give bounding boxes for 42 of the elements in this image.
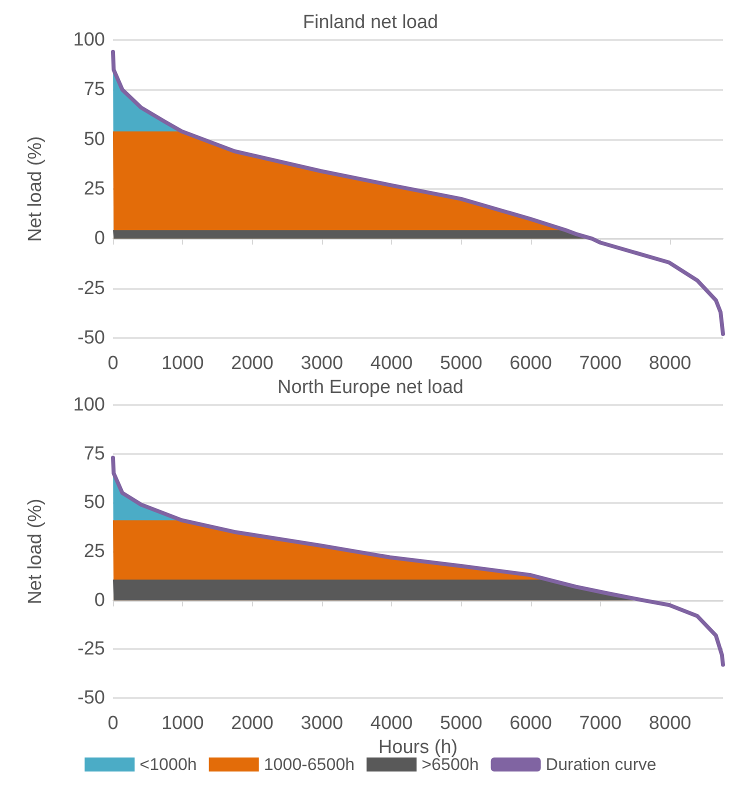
- y-tick-label: 100: [73, 394, 105, 416]
- x-tick-label: 5000: [440, 713, 482, 734]
- y-tick-label: 75: [84, 443, 105, 464]
- x-tick-label: 4000: [370, 713, 413, 734]
- x-tick-label: 7000: [579, 353, 622, 374]
- x-tick-label: 5000: [440, 353, 482, 374]
- y-tick-label: 0: [94, 228, 105, 250]
- x-tick-label: 3000: [300, 713, 344, 734]
- x-tick-label: 7000: [579, 713, 622, 734]
- line-series: [111, 456, 725, 667]
- line-series: [111, 50, 725, 336]
- legend-label: <1000h: [140, 755, 197, 774]
- legend-label: 1000-6500h: [264, 755, 355, 774]
- y-tick-label: -25: [78, 638, 105, 660]
- y-tick-label: -25: [78, 278, 105, 299]
- x-tick-label: 0: [108, 713, 118, 734]
- x-tick-label: 8000: [648, 353, 692, 374]
- y-tick-label: 0: [94, 590, 105, 611]
- y-tick-label: 25: [84, 178, 105, 200]
- y-tick-label: -50: [78, 688, 105, 708]
- y-axis-title: Net load (%): [25, 136, 46, 242]
- legend-label: Duration curve: [546, 755, 656, 774]
- x-tick-label: 6000: [510, 713, 552, 734]
- y-tick-label: 75: [84, 79, 105, 100]
- x-tick-label: 1000: [161, 713, 204, 734]
- x-tick-label: 8000: [648, 713, 692, 734]
- x-tick-label: 6000: [510, 353, 552, 374]
- x-axis-title: Hours (h): [378, 736, 458, 758]
- x-tick-label: 1000: [161, 353, 204, 374]
- chart-title: Finland net load: [302, 12, 438, 33]
- x-tick-label: 2000: [231, 353, 274, 374]
- x-tick-label: 0: [108, 353, 118, 374]
- x-tick-label: 3000: [300, 353, 344, 374]
- y-tick-label: 50: [84, 128, 105, 150]
- x-tick-label: 2000: [231, 713, 274, 734]
- y-tick-label: -50: [78, 328, 105, 348]
- y-tick-label: 50: [84, 492, 105, 514]
- y-tick-label: 100: [73, 30, 105, 50]
- y-axis-title: Net load (%): [25, 498, 46, 604]
- x-tick-label: 4000: [370, 353, 413, 374]
- y-tick-label: 25: [84, 541, 105, 562]
- chart-title: North Europe net load: [278, 377, 464, 398]
